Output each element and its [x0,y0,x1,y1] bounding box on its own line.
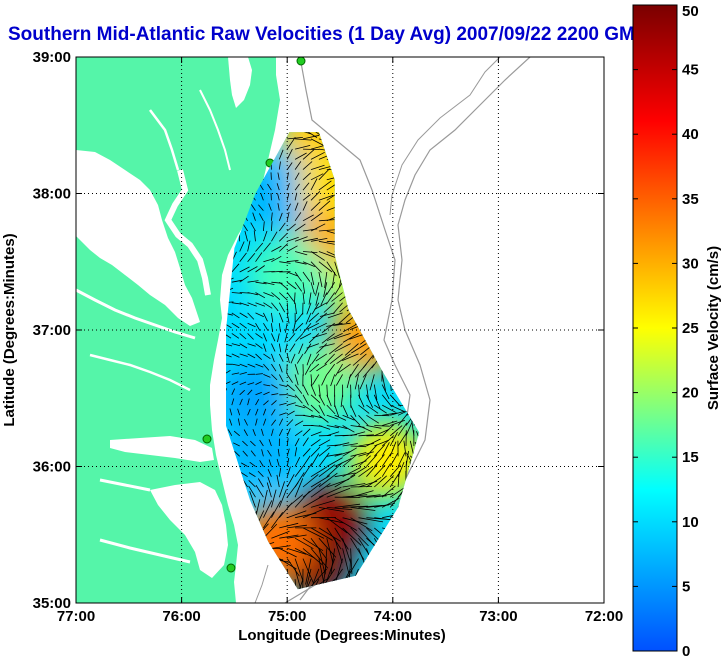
velocity-vector [351,487,372,488]
colorbar-tick-label: 40 [682,126,699,143]
colorbar-tick-label: 5 [682,578,690,595]
radar-site-marker [203,435,211,443]
colorbar-label: Surface Velocity (cm/s) [705,246,722,410]
x-tick-label: 74:00 [374,608,412,625]
colorbar [633,5,677,651]
y-tick-label: 36:00 [33,459,71,476]
chart-title: Southern Mid-Atlantic Raw Velocities (1 … [8,24,647,45]
y-tick-label: 39:00 [33,49,71,66]
colorbar-tick-label: 30 [682,255,699,272]
x-tick-label: 75:00 [268,608,306,625]
colorbar-tick-label: 50 [682,3,699,20]
x-axis-label: Longitude (Degrees:Minutes) [238,627,446,644]
colorbar-tick-label: 10 [682,514,699,531]
y-tick-label: 35:00 [33,595,71,612]
colorbar-tick-label: 20 [682,385,699,402]
radar-site-marker [227,564,235,572]
x-tick-label: 72:00 [585,608,623,625]
x-tick-label: 76:00 [162,608,200,625]
y-axis-label: Latitude (Degrees:Minutes) [1,233,18,426]
colorbar-tick-label: 35 [682,191,699,208]
colorbar-tick-label: 15 [682,449,699,466]
radar-site-marker [297,57,305,65]
y-tick-label: 37:00 [33,322,71,339]
colorbar-tick-label: 0 [682,643,690,659]
colorbar-tick-label: 25 [682,320,699,337]
x-tick-label: 73:00 [479,608,517,625]
colorbar-tick-label: 45 [682,62,699,79]
y-tick-label: 38:00 [33,186,71,203]
